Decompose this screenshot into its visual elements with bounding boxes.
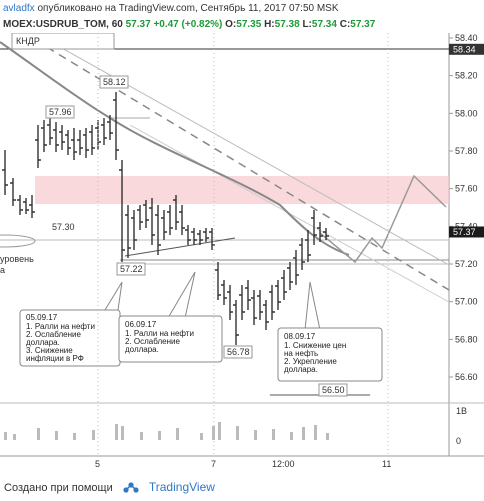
note-0809-line2: на нефть: [284, 349, 318, 358]
kndr-label: КНДР: [16, 36, 40, 46]
note-0809-line1: 1. Снижение цен: [284, 341, 346, 350]
dashed-trend-line[interactable]: [34, 39, 450, 291]
resistance-zone[interactable]: [35, 176, 449, 204]
time-tick-1200: 12:00: [272, 459, 295, 469]
price-axis[interactable]: 58.40 58.20 58.00 57.80 57.60 57.40 57.20 57.00…: [449, 33, 478, 382]
price-marker-last: [449, 226, 484, 238]
uroven-label-2: а: [0, 265, 5, 275]
tradingview-brand-link[interactable]: TradingView: [148, 480, 215, 494]
oval-highlight[interactable]: [0, 234, 36, 248]
p5650-box: [318, 383, 348, 397]
created-with-label: Создано при помощи: [4, 482, 113, 494]
time-tick-11: 11: [382, 459, 391, 469]
p5722-box: [116, 262, 146, 276]
note-0509-line4: 3. Снижение: [26, 346, 73, 355]
channel-upper-line[interactable]: [34, 33, 450, 266]
volume-bars[interactable]: [4, 422, 329, 440]
footer: Создано при помощи TradingView: [0, 475, 484, 500]
time-tick-5: 5: [95, 459, 100, 469]
kndr-box[interactable]: [11, 33, 115, 50]
high-label: H:: [264, 19, 275, 30]
time-axis[interactable]: 5 7 12:00 11: [95, 459, 391, 469]
p5812-label: 58.12: [103, 77, 126, 87]
price-change: +0.47 (+0.82%): [153, 19, 223, 30]
p5730-label: 57.30: [52, 222, 75, 232]
note-0609-line2: 2. Ослабление: [125, 337, 180, 346]
price-tick-label: 58.40: [455, 33, 478, 43]
volume-tick-1b: 1B: [456, 406, 467, 416]
price-marker-top-label: 58.34: [453, 44, 476, 54]
note-0509-line2: 2. Ослабление: [26, 330, 81, 339]
last-price: 57.37: [125, 19, 151, 30]
note-0809-line3: 2. Укрепление: [284, 357, 337, 366]
publish-header: avladfx опубликовано на TradingView.com,…: [0, 0, 484, 17]
symbol-label[interactable]: MOEX:USDRUB_TOM, 60: [3, 19, 123, 30]
time-tick-7: 7: [211, 459, 216, 469]
volume-tick-0: 0: [456, 436, 461, 446]
price-marker-top: [449, 43, 484, 55]
note-0809-line4: доллара.: [284, 365, 318, 374]
p5650-label: 56.50: [322, 385, 345, 395]
p5678-box: [223, 345, 253, 359]
tradingview-logo-icon[interactable]: [122, 481, 140, 495]
low-label: L:: [302, 19, 312, 30]
note-0509-line1: 1. Ралли на нефти: [26, 322, 95, 331]
price-chart[interactable]: КНДР 58.12 57.96 57.30 57.22 56.78 56.50…: [0, 33, 484, 475]
note1-pointer: [104, 281, 123, 311]
uroven-label: уровень: [0, 254, 34, 264]
ohlc-bar: MOEX:USDRUB_TOM, 60 57.37 +0.47 (+0.82%)…: [0, 17, 484, 33]
price-tick-label: 56.80: [455, 334, 478, 344]
p5678-label: 56.78: [227, 347, 250, 357]
p5796-label: 57.96: [49, 107, 72, 117]
note-0509-title: 05.09.17: [26, 313, 58, 322]
note-0809[interactable]: [277, 327, 383, 382]
note3-pointer: [304, 281, 321, 331]
note2-pointer: [167, 271, 196, 319]
p5796-box: [45, 105, 75, 119]
price-tick-label: 57.80: [455, 146, 478, 156]
open-value: 57.35: [236, 19, 262, 30]
price-tick-label: 58.00: [455, 108, 478, 118]
note-0609-line1: 1. Ралли на нефти: [125, 329, 194, 338]
note-0509-line3: доллара.: [26, 338, 60, 347]
close-label: C:: [339, 19, 351, 30]
moving-average-line[interactable]: [0, 41, 350, 256]
note-0609-title: 06.09.17: [125, 320, 157, 329]
close-value: 57.37: [350, 19, 376, 30]
published-text: опубликовано на TradingView.com, Сентябр…: [37, 3, 339, 14]
price-tick-label: 57.00: [455, 297, 478, 307]
support-line[interactable]: [124, 237, 236, 257]
note-0509-line5: инфляции в РФ: [26, 354, 84, 363]
high-value: 57.38: [274, 19, 300, 30]
author-link[interactable]: avladfx: [3, 3, 35, 14]
note-0809-title: 08.09.17: [284, 332, 316, 341]
price-tick-label: 57.60: [455, 184, 478, 194]
note-0609-line3: доллара.: [125, 345, 159, 354]
p5812-box: [99, 75, 129, 89]
price-tick-label: 57.20: [455, 259, 478, 269]
projected-path[interactable]: [319, 174, 447, 264]
note-0609[interactable]: [118, 315, 223, 363]
price-tick-label: 56.60: [455, 372, 478, 382]
low-value: 57.34: [311, 19, 337, 30]
open-label: O:: [225, 19, 237, 30]
price-tick-label: 57.40: [455, 221, 478, 231]
price-tick-label: 58.20: [455, 71, 478, 81]
p5722-label: 57.22: [120, 264, 143, 274]
price-marker-last-label: 57.37: [453, 227, 476, 237]
